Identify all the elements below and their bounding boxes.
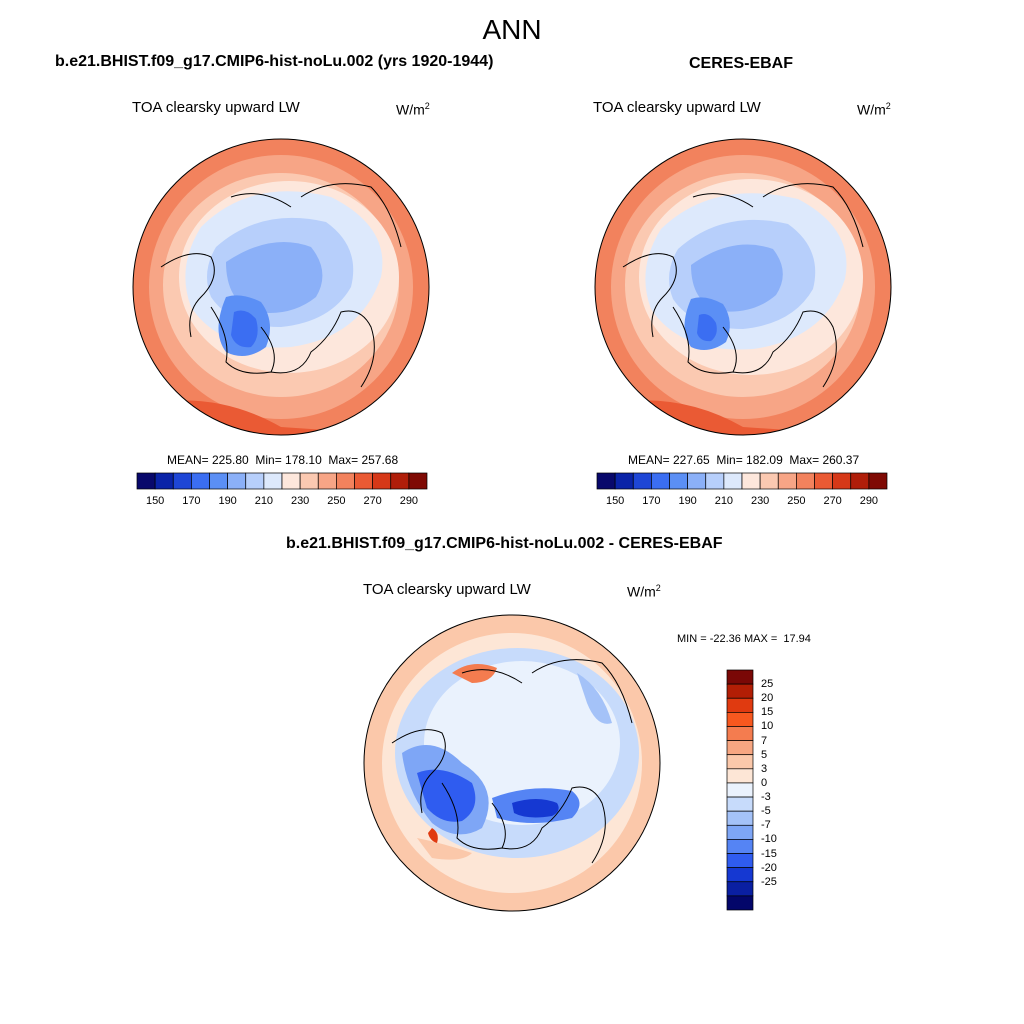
diff-colorbar-tick-label: -5	[761, 805, 771, 818]
right-polar-map	[594, 138, 892, 436]
left-colorbar-ticks: 150 170 190 210 230 250 270 290	[137, 495, 427, 509]
diff-colorbar-tick-label: -10	[761, 833, 777, 846]
left-stats: MEAN= 225.80 Min= 178.10 Max= 257.68	[167, 453, 399, 467]
right-colorbar-swatches	[596, 472, 888, 490]
right-colorbar-swatch	[596, 472, 616, 490]
left-colorbar-swatch	[263, 472, 283, 490]
left-colorbar-tick-label: 150	[145, 495, 165, 507]
right-colorbar-tick-label: 190	[678, 495, 697, 507]
diff-colorbar-swatch	[726, 895, 754, 911]
left-colorbar-swatch	[172, 472, 192, 490]
diff-colorbar-tick-label: 3	[761, 762, 768, 775]
diff-colorbar-tick-label: -15	[761, 847, 777, 860]
right-colorbar-tick-label: 230	[750, 495, 770, 507]
left-colorbar-swatch	[372, 472, 392, 490]
diff-colorbar-tick-label: 25	[761, 678, 774, 691]
diff-colorbar-tick-label: 7	[761, 734, 768, 747]
left-colorbar-swatch	[191, 472, 210, 490]
right-colorbar-swatch	[796, 472, 815, 490]
right-case-title: CERES-EBAF	[689, 55, 794, 72]
right-colorbar-swatch	[632, 472, 652, 490]
left-colorbar-tick-label: 290	[399, 495, 419, 507]
right-stats: MEAN= 227.65 Min= 182.09 Max= 260.37	[628, 453, 860, 467]
diff-colorbar-tick-label: 5	[761, 748, 768, 761]
left-colorbar-tick-label: 170	[182, 495, 201, 507]
right-units-label: W/m2	[857, 101, 891, 118]
diff-colorbar-tick-label: -7	[761, 819, 771, 832]
left-colorbar-swatch	[354, 472, 373, 490]
diff-colorbar-tick-label: -25	[761, 875, 777, 888]
diff-colorbar-tick-label: -20	[761, 861, 777, 874]
diff-case-title: b.e21.BHIST.f09_g17.CMIP6-hist-noLu.002 …	[286, 535, 723, 552]
right-colorbar-swatch	[868, 472, 888, 490]
right-colorbar-swatch	[814, 472, 833, 490]
diff-colorbar-tick-label: 10	[761, 720, 774, 733]
left-colorbar-swatch	[299, 472, 319, 490]
diff-colorbar-tick-label: 0	[761, 776, 768, 789]
left-variable-label: TOA clearsky upward LW	[132, 99, 300, 116]
left-colorbar-swatch	[281, 472, 301, 490]
right-colorbar-swatch	[669, 472, 688, 490]
diff-variable-label: TOA clearsky upward LW	[363, 581, 531, 598]
diff-colorbar-tick-label: 15	[761, 706, 774, 719]
left-colorbar-swatch	[227, 472, 247, 490]
left-units-label: W/m2	[396, 101, 430, 118]
right-colorbar-tick-label: 170	[642, 495, 661, 507]
left-colorbar	[136, 472, 428, 490]
right-colorbar-swatch	[687, 472, 707, 490]
left-colorbar-swatch	[317, 472, 337, 490]
diff-colorbar-swatches	[726, 669, 754, 911]
left-colorbar-swatch	[136, 472, 156, 490]
right-colorbar-swatch	[705, 472, 725, 490]
right-colorbar-swatch	[850, 472, 870, 490]
left-colorbar-tick-label: 250	[327, 495, 346, 507]
right-colorbar-swatch	[759, 472, 779, 490]
right-colorbar-tick-label: 150	[605, 495, 625, 507]
left-case-title: b.e21.BHIST.f09_g17.CMIP6-hist-noLu.002 …	[55, 53, 494, 70]
diff-stats: MIN = -22.36 MAX = 17.94	[677, 633, 811, 645]
left-polar-map	[132, 138, 430, 436]
left-colorbar-swatch	[154, 472, 174, 490]
diff-colorbar: 25 20 15 10 7 5 3 0 -3 -5 -7 -10 -15 -20 -25	[726, 669, 807, 912]
right-colorbar-swatch	[777, 472, 797, 490]
left-colorbar-swatch	[245, 472, 265, 490]
left-colorbar-swatches	[136, 472, 428, 490]
diff-colorbar-tick-label: 20	[761, 692, 774, 705]
left-colorbar-tick-label: 190	[218, 495, 237, 507]
right-colorbar-tick-label: 210	[714, 495, 734, 507]
main-title: ANN	[482, 14, 542, 45]
left-colorbar-swatch	[209, 472, 228, 490]
diff-polar-map	[363, 614, 661, 912]
right-colorbar	[596, 472, 888, 490]
left-colorbar-swatch	[408, 472, 428, 490]
right-colorbar-tick-label: 270	[823, 495, 842, 507]
left-colorbar-swatch	[336, 472, 355, 490]
diff-colorbar-ticks: 25 20 15 10 7 5 3 0 -3 -5 -7 -10 -15 -20 -25	[727, 670, 807, 910]
right-colorbar-swatch	[832, 472, 852, 490]
left-colorbar-swatch	[390, 472, 410, 490]
left-colorbar-tick-label: 230	[290, 495, 310, 507]
right-colorbar-swatch	[614, 472, 634, 490]
right-colorbar-swatch	[723, 472, 743, 490]
right-colorbar-swatch	[651, 472, 670, 490]
diff-units-label: W/m2	[627, 583, 661, 600]
right-colorbar-swatch	[741, 472, 761, 490]
left-colorbar-tick-label: 210	[254, 495, 274, 507]
right-colorbar-tick-label: 250	[787, 495, 806, 507]
left-colorbar-tick-label: 270	[363, 495, 382, 507]
right-colorbar-ticks: 150 170 190 210 230 250 270 290	[597, 495, 887, 509]
right-variable-label: TOA clearsky upward LW	[593, 99, 761, 116]
diff-colorbar-tick-label: -3	[761, 791, 771, 804]
right-colorbar-tick-label: 290	[859, 495, 879, 507]
